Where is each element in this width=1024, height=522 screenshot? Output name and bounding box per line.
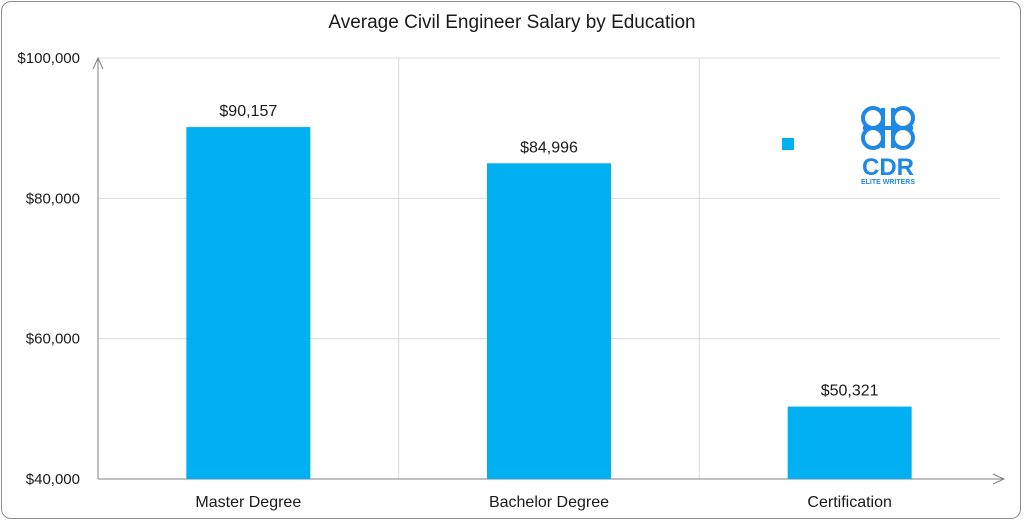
logo-loop	[891, 106, 915, 130]
y-tick-label: $80,000	[26, 190, 80, 207]
bar	[186, 127, 311, 479]
cdr-logo: CDR ELITE WRITERS	[861, 106, 915, 186]
category-labels: Master Degree Bachelor Degree Certificatio…	[195, 494, 891, 511]
category-label: Bachelor Degree	[489, 494, 609, 511]
logo-loop	[891, 126, 915, 150]
y-tick-label: $60,000	[26, 331, 80, 348]
legend	[782, 138, 794, 150]
category-label: Certification	[807, 494, 891, 511]
data-label: $84,996	[520, 139, 578, 156]
logo-loop	[861, 126, 885, 150]
y-axis-arrow	[92, 56, 104, 70]
bar	[487, 163, 611, 479]
legend-marker	[782, 138, 794, 150]
y-tick-label: $40,000	[26, 471, 80, 488]
bars	[186, 127, 912, 479]
logo-text: CDR	[862, 154, 914, 181]
bar	[787, 406, 912, 479]
x-axis-arrow	[992, 473, 1006, 485]
chart-title: Average Civil Engineer Salary by Educati…	[328, 12, 696, 33]
logo-loop	[861, 106, 885, 130]
logo-subtext: ELITE WRITERS	[861, 179, 915, 186]
data-labels: $90,157 $84,996 $50,321	[219, 103, 878, 400]
y-tick-labels: $40,000 $60,000 $80,000 $100,000	[17, 50, 80, 488]
data-label: $90,157	[219, 103, 277, 120]
y-tick-label: $100,000	[17, 50, 80, 67]
category-label: Master Degree	[195, 494, 301, 511]
data-label: $50,321	[821, 383, 879, 400]
